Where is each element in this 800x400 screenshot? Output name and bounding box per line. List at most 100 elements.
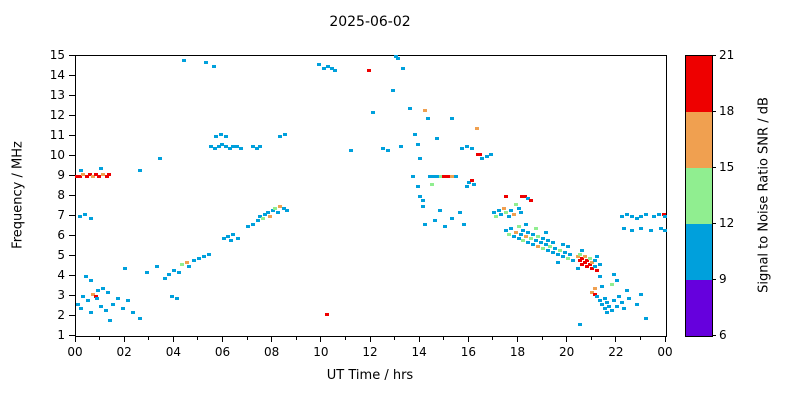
- x-minor-tick: [148, 337, 150, 340]
- data-point: [93, 173, 98, 176]
- data-point: [580, 249, 585, 252]
- data-point: [453, 175, 458, 178]
- data-point: [509, 209, 514, 212]
- data-point: [443, 175, 448, 178]
- data-point: [587, 257, 592, 260]
- data-point: [479, 157, 484, 160]
- data-point: [437, 209, 442, 212]
- data-point: [386, 149, 391, 152]
- y-tick-label: 8: [57, 188, 65, 202]
- data-point: [423, 109, 428, 112]
- x-tick: [467, 337, 469, 342]
- data-point: [555, 253, 560, 256]
- data-point: [590, 267, 595, 270]
- data-point: [538, 241, 543, 244]
- data-point: [605, 311, 609, 314]
- data-point: [639, 215, 644, 218]
- data-point: [169, 295, 174, 298]
- data-point: [391, 89, 396, 92]
- data-point: [219, 133, 224, 136]
- data-point: [82, 213, 87, 216]
- x-tick-label: 18: [509, 345, 526, 359]
- data-point: [521, 229, 526, 232]
- data-point: [602, 307, 607, 310]
- x-tick: [615, 337, 617, 342]
- data-point: [533, 227, 538, 230]
- data-point: [590, 261, 595, 264]
- y-tick-label: 7: [57, 208, 65, 222]
- data-point: [521, 239, 526, 242]
- x-tick-label: 04: [165, 345, 181, 359]
- x-tick: [172, 337, 174, 342]
- data-point: [587, 263, 592, 266]
- data-point: [431, 175, 436, 178]
- data-point: [467, 181, 472, 184]
- data-point: [546, 249, 550, 252]
- data-point: [196, 257, 201, 260]
- data-point: [516, 225, 521, 228]
- x-minor-tick: [639, 337, 641, 340]
- x-tick: [123, 337, 125, 342]
- data-point: [223, 135, 228, 138]
- data-point: [324, 313, 329, 316]
- data-point: [425, 117, 430, 120]
- data-point: [592, 259, 597, 262]
- data-point: [182, 59, 187, 62]
- data-point: [98, 305, 103, 308]
- y-tick: [69, 134, 75, 136]
- x-tick: [74, 337, 76, 342]
- colorbar-tick-label: 12: [719, 216, 735, 230]
- data-point: [85, 175, 90, 178]
- data-point: [624, 213, 629, 216]
- data-point: [263, 213, 268, 216]
- x-tick-label: 16: [460, 345, 476, 359]
- x-tick-label: 00: [657, 345, 673, 359]
- y-tick: [69, 54, 75, 56]
- data-point: [322, 67, 327, 70]
- colorbar-tick: [712, 278, 716, 280]
- data-point: [522, 195, 527, 198]
- data-point: [420, 205, 425, 208]
- data-point: [420, 199, 425, 202]
- data-point: [157, 157, 162, 160]
- data-point: [450, 175, 455, 178]
- data-point: [123, 267, 128, 270]
- data-point: [577, 323, 582, 326]
- data-point: [212, 147, 217, 150]
- data-point: [450, 217, 455, 220]
- data-point: [396, 56, 401, 60]
- data-point: [246, 225, 251, 228]
- data-point: [600, 285, 605, 288]
- x-tick: [517, 337, 518, 342]
- data-point: [206, 253, 211, 256]
- data-point: [103, 309, 108, 312]
- data-point: [98, 167, 103, 170]
- x-minor-tick: [246, 337, 248, 340]
- plot-area: [75, 55, 667, 337]
- data-point: [96, 289, 101, 292]
- data-point: [543, 231, 548, 234]
- data-point: [491, 211, 496, 214]
- data-point: [104, 175, 109, 178]
- data-point: [177, 271, 182, 274]
- data-point: [231, 233, 236, 236]
- x-tick: [566, 337, 568, 342]
- data-point: [273, 207, 278, 210]
- data-point: [125, 299, 130, 302]
- data-point: [83, 275, 88, 278]
- x-tick-label: 08: [264, 345, 280, 359]
- data-point: [201, 255, 206, 258]
- y-tick-label: 15: [49, 48, 65, 62]
- colorbar-tick-label: 6: [719, 328, 727, 342]
- data-point: [415, 143, 420, 146]
- data-point: [130, 311, 135, 314]
- data-point: [105, 291, 110, 294]
- data-point: [81, 295, 86, 298]
- x-tick-label: 00: [67, 345, 83, 359]
- data-point: [501, 207, 506, 210]
- colorbar-tick: [712, 110, 716, 112]
- data-point: [526, 231, 531, 234]
- data-point: [172, 269, 177, 272]
- data-point: [565, 257, 570, 260]
- y-tick-label: 9: [57, 168, 65, 182]
